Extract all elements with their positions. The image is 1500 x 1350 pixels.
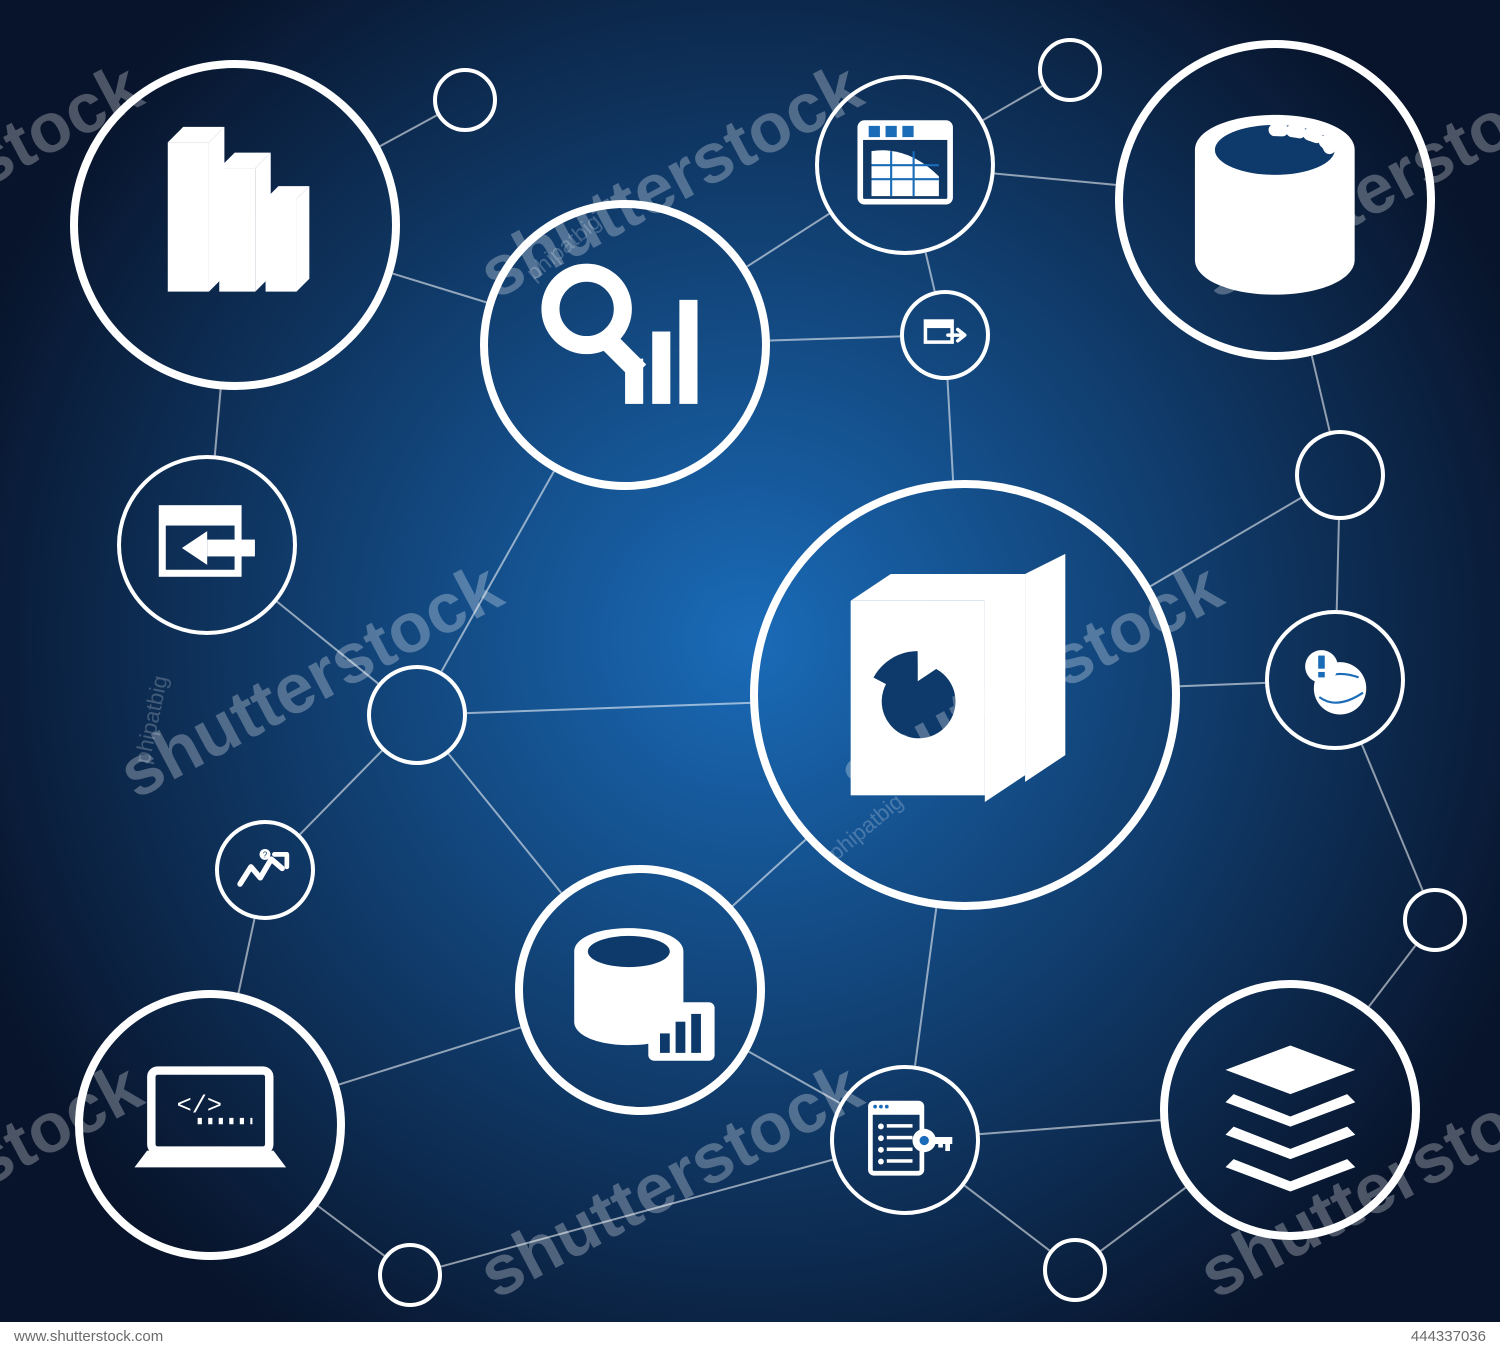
footer-site: www.shutterstock.com: [14, 1328, 163, 1345]
connector-dot: [378, 1243, 442, 1307]
browser-window-icon: [815, 75, 995, 255]
diagram-stage: ? </>: [0, 0, 1500, 1350]
dashboard-reports-icon: [750, 480, 1180, 910]
search-analytics-icon: [480, 200, 770, 490]
connector-dot: [1043, 1238, 1107, 1302]
svg-text:?: ?: [263, 851, 268, 860]
secure-list-icon: [830, 1065, 980, 1215]
database-analytics-icon: [515, 865, 765, 1115]
connector-dot: [1295, 430, 1385, 520]
connector-dot: [1038, 38, 1102, 102]
svg-text:</>: </>: [176, 1091, 222, 1120]
attribution-footer: www.shutterstock.com 444337036: [0, 1322, 1500, 1350]
trend-up-icon: ?: [215, 820, 315, 920]
connector-dot: [1403, 888, 1467, 952]
database-icon: [1115, 40, 1435, 360]
export-icon: [900, 290, 990, 380]
layers-stack-icon: [1160, 980, 1420, 1240]
connector-dot: [433, 68, 497, 132]
globe-alert-icon: [1265, 610, 1405, 750]
footer-id: 444337036: [1411, 1328, 1486, 1345]
code-laptop-icon: </>: [75, 990, 345, 1260]
bar-chart-3d-icon: [70, 60, 400, 390]
connector-dot: [367, 665, 467, 765]
import-icon: [117, 455, 297, 635]
